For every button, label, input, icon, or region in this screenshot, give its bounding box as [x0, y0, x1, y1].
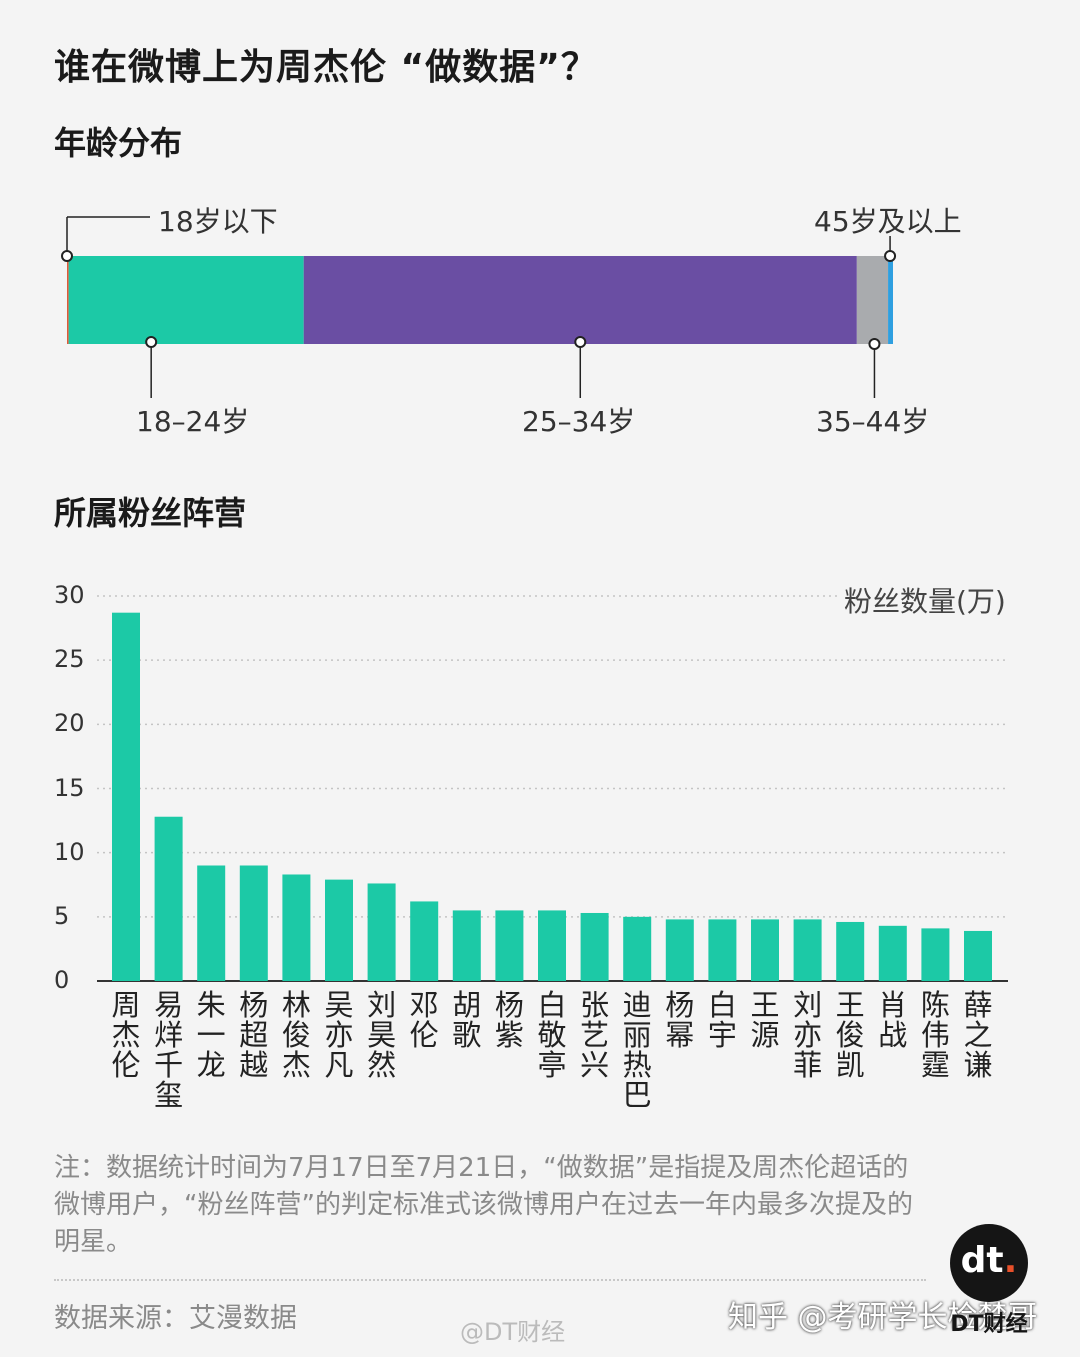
y-tick-label: 25: [54, 645, 85, 674]
age-marker: [61, 216, 150, 262]
x-category-label: 陈伟霆: [920, 988, 950, 1082]
x-category-label: 杨幂: [665, 988, 695, 1052]
age-label-25-34: 25–34岁: [522, 405, 636, 438]
fans-section-title: 所属粉丝阵营: [54, 494, 247, 532]
bar-18: [878, 925, 907, 981]
bar-3: [239, 865, 268, 981]
bar-13: [665, 919, 694, 981]
age-marker: [868, 338, 881, 398]
age-label-35-44: 35–44岁: [816, 405, 930, 438]
x-category-label: 刘昊然: [367, 988, 397, 1082]
age-segment-1: [68, 256, 304, 344]
bar-5: [325, 879, 353, 981]
x-category-label: 薛之谦: [963, 988, 993, 1082]
y-tick-label: 10: [54, 837, 85, 866]
bar-8: [452, 910, 481, 981]
y-tick-label: 20: [54, 709, 85, 738]
x-category-label: 张艺兴: [580, 988, 610, 1082]
x-category-label: 胡歌: [452, 988, 482, 1052]
bar-6: [367, 883, 396, 981]
y-tick-label: 30: [54, 581, 85, 609]
zhihu-watermark: 知乎 @考研学长检楚哥: [728, 1300, 1038, 1335]
x-category-label: 迪丽热巴: [622, 988, 652, 1112]
x-category-label: 杨紫: [494, 988, 524, 1052]
bar-2: [197, 865, 226, 981]
x-category-label: 周杰伦: [111, 988, 141, 1082]
bar-15: [751, 919, 779, 981]
bar-16: [793, 919, 822, 981]
bar-20: [964, 930, 992, 981]
logo-text: dt: [960, 1240, 1004, 1281]
x-category-label: 邓伦: [409, 988, 439, 1052]
divider: [54, 1279, 926, 1281]
bar-9: [495, 910, 524, 981]
x-category-label: 白敬亭: [537, 988, 567, 1082]
bar-17: [836, 921, 865, 981]
y-axis-label: 粉丝数量(万): [838, 580, 1006, 620]
x-category-label: 王俊凯: [835, 988, 865, 1082]
x-category-label: 易烊千玺: [154, 988, 184, 1112]
y-tick-label: 15: [54, 773, 85, 802]
bar-19: [921, 928, 950, 981]
bar-10: [538, 910, 566, 981]
age-marker: [574, 336, 587, 398]
age-segment-2: [303, 256, 857, 344]
bar-1: [154, 816, 183, 981]
data-source: 数据来源：艾漫数据: [54, 1303, 297, 1334]
x-category-label: 王源: [750, 988, 780, 1052]
age-segment-4: [888, 256, 893, 344]
x-category-label: 刘亦菲: [793, 988, 823, 1082]
age-section-title: 年龄分布: [54, 124, 183, 162]
bar-4: [282, 874, 311, 981]
x-category-label: 杨超越: [239, 988, 269, 1082]
x-category-label: 肖战: [878, 988, 908, 1052]
age-segment-0: [67, 256, 69, 344]
bar-12: [623, 916, 652, 981]
bar-11: [580, 912, 609, 981]
age-marker: [145, 336, 158, 398]
x-category-label: 林俊杰: [281, 988, 311, 1082]
footnote: 注：数据统计时间为7月17日至7月21日，“做数据”是指提及周杰伦超话的微博用户…: [54, 1153, 913, 1257]
x-category-label: 白宇: [707, 988, 737, 1052]
x-category-label: 朱一龙: [196, 988, 226, 1082]
dt-logo: dt.: [950, 1224, 1028, 1302]
age-label-under18: 18岁以下: [158, 205, 278, 238]
page-title: 谁在微博上为周杰伦 “做数据”？: [54, 47, 598, 88]
bar-7: [410, 901, 439, 981]
y-tick-label: 0: [54, 966, 70, 994]
age-segment-3: [856, 256, 889, 344]
age-label-over45: 45岁及以上: [814, 205, 962, 238]
y-tick-label: 5: [54, 901, 70, 930]
weibo-watermark: @DT财经: [460, 1318, 566, 1346]
age-label-18-24: 18–24岁: [136, 405, 250, 438]
x-category-label: 吴亦凡: [324, 988, 354, 1082]
logo-sub-text: DT财经: [950, 1312, 1028, 1337]
bar-0: [112, 612, 140, 981]
age-marker: [884, 236, 897, 262]
bar-14: [708, 919, 737, 981]
age-distribution-chart: [61, 216, 897, 398]
